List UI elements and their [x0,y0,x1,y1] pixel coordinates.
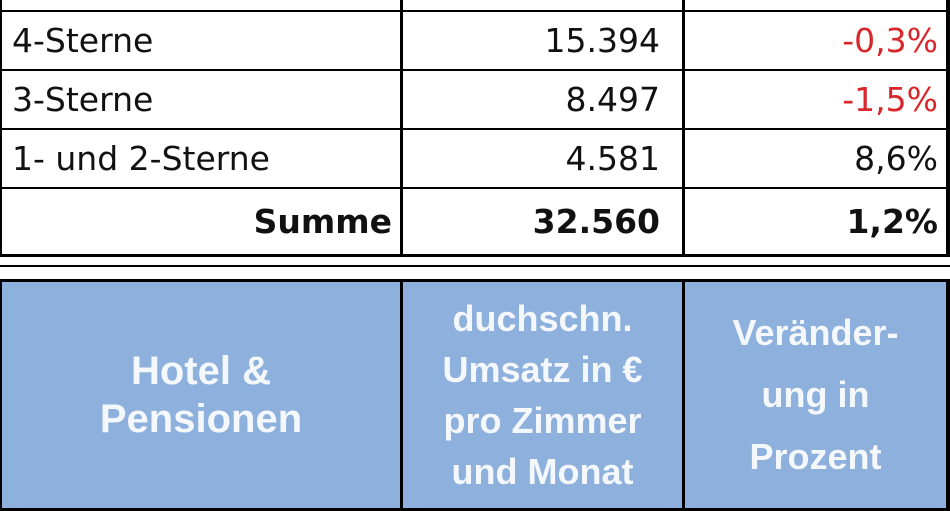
category-cell: 3-Sterne [0,71,400,128]
header-text-line: ung in [761,374,870,415]
category-cell: 1- und 2-Sterne [0,130,400,187]
header-text-line: und Monat [451,451,634,492]
table-row: 3-Sterne 8.497 -1,5% [0,71,946,130]
revenue-cell: 4.581 [400,130,682,187]
total-revenue: 32.560 [400,189,682,254]
category-cell: 4-Sterne [0,12,400,69]
table-row: 1- und 2-Sterne 4.581 8,6% [0,130,946,189]
total-change: 1,2% [682,189,946,254]
change-cell: -1,5% [682,71,946,128]
table-row: 4-Sterne 15.394 -0,3% [0,12,946,71]
table-row-clipped [0,0,946,12]
header-percent-change: Veränder- ung in Prozent [682,279,950,511]
header-text-line: Veränder- [732,312,899,353]
header-text-line: Hotel & [130,349,271,393]
hotel-revenue-table: 4-Sterne 15.394 -0,3% 3-Sterne 8.497 -1,… [0,0,950,257]
change-cell: -0,3% [682,12,946,69]
table-cell-clipped-revenue [400,0,682,10]
separator-line [0,265,950,267]
header-hotel-pensionen: Hotel & Pensionen [0,279,400,511]
change-cell: 8,6% [682,130,946,187]
header-text-line: pro Zimmer [443,400,642,441]
column-header-row: Hotel & Pensionen duchschn. Umsatz in € … [0,279,950,511]
header-avg-revenue: duchschn. Umsatz in € pro Zimmer und Mon… [400,279,682,511]
table-cell-clipped-category [0,0,400,10]
header-text-line: Prozent [749,436,882,477]
header-text-line: Umsatz in € [442,349,643,390]
header-text-line: Pensionen [99,397,303,441]
table-separator [0,257,950,279]
revenue-cell: 8.497 [400,71,682,128]
header-text-line: duchschn. [452,298,633,339]
table-cell-clipped-change [682,0,946,10]
total-label: Summe [0,189,400,254]
total-row: Summe 32.560 1,2% [0,189,946,254]
revenue-cell: 15.394 [400,12,682,69]
